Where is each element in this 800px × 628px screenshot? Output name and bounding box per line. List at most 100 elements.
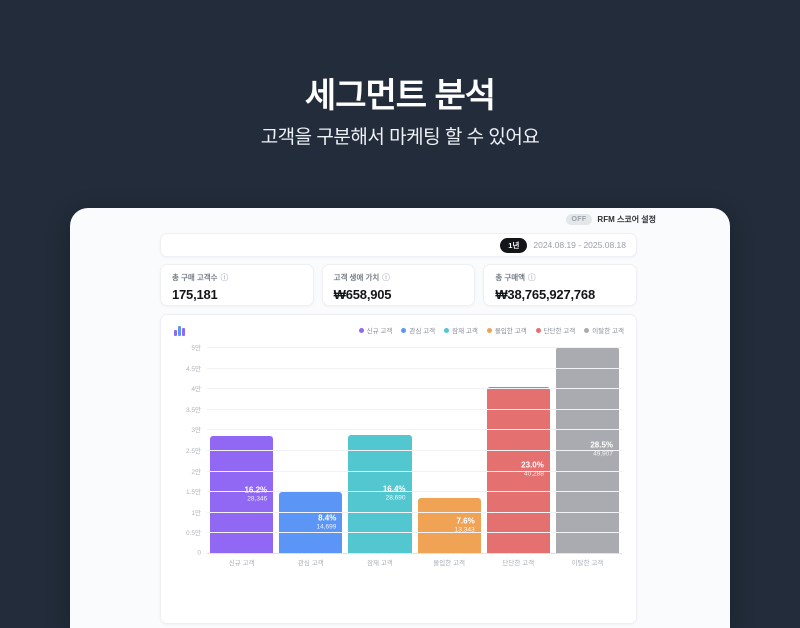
legend-item-4[interactable]: 단단한 고객 bbox=[535, 325, 576, 335]
gridline bbox=[207, 532, 622, 534]
period-badge[interactable]: 1년 bbox=[500, 237, 528, 253]
y-tick-label: 0.5만 bbox=[185, 530, 201, 538]
chart-panel: 신규 고객 관심 고객 잠재 고객 몰입한 고객 단단한 고객 이탈한 고객 5만 4.5만… bbox=[160, 314, 637, 624]
y-axis: 5만 4.5만 4만 3.5만 3만 2.5만 2만 1.5만 1만 0.5만 0 bbox=[173, 343, 201, 558]
gridline bbox=[207, 491, 622, 493]
bar-percent: 23.0% bbox=[521, 460, 544, 470]
dashboard-content: 1년 2024.08.19 - 2025.08.18 총 구매 고객수 ⓘ 175,… bbox=[160, 233, 638, 624]
y-tick-label: 3만 bbox=[191, 427, 201, 435]
y-tick-label: 4만 bbox=[191, 386, 201, 394]
legend-dot-icon bbox=[535, 327, 541, 333]
y-tick-label: 4.5만 bbox=[185, 365, 201, 373]
legend-item-1[interactable]: 관심 고객 bbox=[401, 325, 435, 335]
bar-chart: 16.2% 28,346 8.4% 14,699 16.4% 28,690 7.6% 13,3… bbox=[207, 347, 622, 554]
x-axis-label: 몰입한 고객 bbox=[433, 560, 465, 567]
chart-legend: 신규 고객 관심 고객 잠재 고객 몰입한 고객 단단한 고객 이탈한 고객 bbox=[358, 325, 624, 335]
stat-card-0: 총 구매 고객수 ⓘ 175,181 bbox=[160, 264, 314, 306]
bar-value-label: 23.0% 40,288 bbox=[521, 461, 544, 480]
bar-count: 13,343 bbox=[454, 526, 475, 534]
legend-label: 몰입한 고객 bbox=[494, 328, 527, 335]
legend-dot-icon bbox=[444, 327, 450, 333]
gridline bbox=[207, 511, 622, 513]
legend-item-3[interactable]: 몰입한 고객 bbox=[486, 325, 527, 335]
bar-4[interactable]: 23.0% 40,288 bbox=[486, 387, 550, 553]
bar-count: 49,907 bbox=[593, 450, 614, 458]
bar-column-1: 8.4% 14,699 bbox=[276, 347, 345, 553]
bar-2[interactable]: 16.4% 28,690 bbox=[348, 435, 412, 553]
page: 세그먼트 분석 고객을 구분해서 마케팅 할 수 있어요 OFF RFM 스코어… bbox=[70, 77, 730, 628]
bar-3[interactable]: 7.6% 13,343 bbox=[417, 498, 481, 553]
info-circle-icon[interactable]: ⓘ bbox=[382, 273, 390, 282]
bar-count: 28,346 bbox=[247, 495, 268, 503]
legend-label: 신규 고객 bbox=[366, 328, 393, 335]
stat-label: 총 구매액 ⓘ bbox=[495, 273, 536, 282]
x-axis-label: 관심 고객 bbox=[297, 560, 324, 567]
gridline bbox=[207, 470, 622, 472]
bar-value-label: 8.4% 14,699 bbox=[316, 513, 336, 532]
y-tick-label: 1.5만 bbox=[185, 489, 201, 497]
legend-label: 관심 고객 bbox=[409, 328, 436, 335]
legend-item-2[interactable]: 잠재 고객 bbox=[444, 325, 478, 335]
bar-column-3: 7.6% 13,343 bbox=[415, 347, 484, 553]
page-title: 세그먼트 분석 bbox=[304, 77, 496, 115]
date-filter-bar: 1년 2024.08.19 - 2025.08.18 bbox=[160, 233, 637, 257]
gridline bbox=[207, 347, 622, 348]
x-axis-label: 단단한 고객 bbox=[502, 560, 535, 567]
page-subtitle: 고객을 구분해서 마케팅 할 수 있어요 bbox=[260, 127, 540, 148]
legend-dot-icon bbox=[401, 327, 407, 333]
rfm-setting-label: RFM 스코어 설정 bbox=[597, 215, 656, 224]
dashboard-card: OFF RFM 스코어 설정 1년 2024.08.19 - 2025.08.1… bbox=[70, 208, 730, 628]
stats-row: 총 구매 고객수 ⓘ 175,181 고객 생애 가치 ⓘ ₩658,905 총 구매액 ⓘ ₩… bbox=[160, 264, 638, 306]
bar-value-label: 16.4% 28,690 bbox=[383, 485, 406, 504]
rfm-score-setting[interactable]: OFF RFM 스코어 설정 bbox=[565, 214, 656, 225]
x-axis-label: 신규 고객 bbox=[228, 560, 255, 567]
legend-dot-icon bbox=[486, 327, 492, 333]
x-axis-label: 이탈한 고객 bbox=[571, 560, 604, 567]
bar-percent: 28.5% bbox=[590, 440, 614, 450]
legend-label: 단단한 고객 bbox=[543, 328, 576, 335]
bar-chart-icon[interactable] bbox=[173, 324, 186, 337]
bar-count: 14,699 bbox=[316, 523, 337, 531]
legend-label: 이탈한 고객 bbox=[592, 328, 624, 335]
rfm-toggle-badge[interactable]: OFF bbox=[565, 214, 593, 225]
y-tick-label: 3.5만 bbox=[185, 406, 201, 414]
bar-0[interactable]: 16.2% 28,346 bbox=[210, 436, 274, 553]
gridline bbox=[207, 553, 622, 554]
legend-label: 잠재 고객 bbox=[452, 328, 478, 335]
x-axis-labels: 신규 고객 관심 고객 잠재 고객 몰입한 고객 단단한 고객 이탈한 고객 bbox=[207, 557, 622, 567]
y-tick-label: 0 bbox=[197, 549, 201, 557]
y-tick-label: 5만 bbox=[191, 345, 201, 352]
bar-count: 28,690 bbox=[385, 494, 406, 502]
bar-percent: 16.4% bbox=[382, 484, 406, 494]
stat-value: ₩38,765,927,768 bbox=[495, 287, 595, 302]
info-circle-icon[interactable]: ⓘ bbox=[528, 273, 536, 282]
plot-wrap: 5만 4.5만 4만 3.5만 3만 2.5만 2만 1.5만 1만 0.5만 0 16.2% 28,… bbox=[173, 343, 624, 583]
stat-value: 175,181 bbox=[172, 287, 218, 302]
stat-label: 총 구매 고객수 ⓘ bbox=[172, 273, 229, 282]
gridline bbox=[207, 408, 622, 410]
y-tick-label: 1만 bbox=[191, 509, 201, 517]
bar-column-0: 16.2% 28,346 bbox=[207, 347, 276, 553]
stat-value: ₩658,905 bbox=[333, 287, 392, 302]
gridline bbox=[207, 388, 622, 390]
bar-value-label: 16.2% 28,346 bbox=[244, 485, 267, 504]
bar-value-label: 7.6% 13,343 bbox=[455, 516, 475, 535]
gridline bbox=[207, 367, 622, 369]
bar-column-4: 23.0% 40,288 bbox=[484, 347, 553, 553]
legend-dot-icon bbox=[584, 327, 590, 333]
y-tick-label: 2.5만 bbox=[185, 448, 201, 455]
stat-card-2: 총 구매액 ⓘ ₩38,765,927,768 bbox=[483, 264, 638, 306]
bar-percent: 16.2% bbox=[244, 485, 268, 495]
gridline bbox=[207, 450, 622, 451]
legend-dot-icon bbox=[358, 327, 364, 333]
gridline bbox=[207, 429, 622, 431]
stat-card-1: 고객 생애 가치 ⓘ ₩658,905 bbox=[321, 264, 476, 306]
x-axis-label: 잠재 고객 bbox=[367, 560, 393, 567]
bar-count: 40,288 bbox=[523, 470, 544, 478]
info-circle-icon[interactable]: ⓘ bbox=[220, 273, 229, 282]
bar-1[interactable]: 8.4% 14,699 bbox=[279, 492, 343, 553]
legend-item-0[interactable]: 신규 고객 bbox=[358, 325, 393, 335]
y-tick-label: 2만 bbox=[191, 468, 201, 476]
legend-item-5[interactable]: 이탈한 고객 bbox=[584, 325, 624, 335]
date-range-label: 2024.08.19 - 2025.08.18 bbox=[533, 240, 626, 250]
